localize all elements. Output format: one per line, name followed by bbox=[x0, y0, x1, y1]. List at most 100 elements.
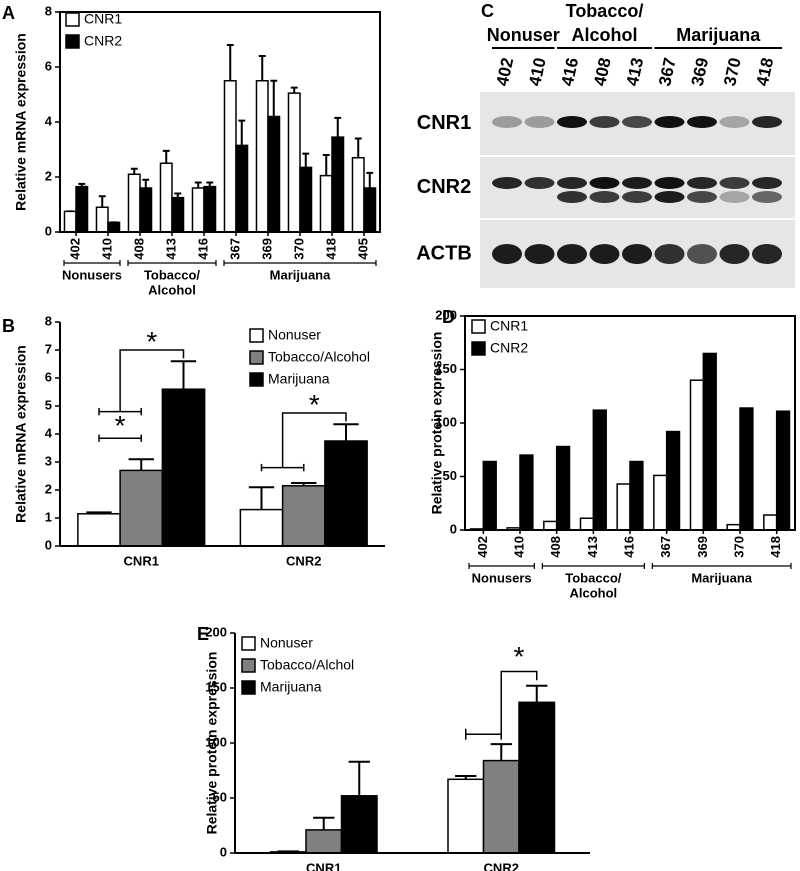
y-tick-label: 200 bbox=[205, 624, 227, 639]
x-tick-label: CNR1 bbox=[306, 860, 341, 871]
blot-band bbox=[752, 177, 782, 189]
y-axis-label: Relative mRNA expression bbox=[13, 345, 29, 523]
y-tick-label: 100 bbox=[205, 734, 227, 749]
group-label: Alcohol bbox=[572, 25, 638, 45]
group-label: Marijuana bbox=[676, 25, 761, 45]
y-tick-label: 50 bbox=[213, 789, 227, 804]
legend-swatch bbox=[65, 12, 80, 27]
bar bbox=[689, 379, 705, 531]
blot-band bbox=[719, 191, 750, 203]
blot-band bbox=[752, 116, 782, 128]
y-axis-label: Relative protein expression bbox=[429, 332, 445, 515]
bar bbox=[482, 460, 497, 531]
bar bbox=[351, 157, 365, 233]
y-tick-label: 8 bbox=[45, 313, 52, 328]
blot-band bbox=[622, 244, 652, 264]
lane-label: 418 bbox=[753, 56, 777, 88]
y-tick-label: 200 bbox=[435, 307, 457, 322]
row-label: CNR1 bbox=[417, 112, 471, 134]
x-tick-label: 405 bbox=[355, 238, 370, 260]
legend-label: Tobacco/Alchol bbox=[260, 657, 354, 673]
bar bbox=[555, 445, 571, 531]
bar bbox=[324, 440, 368, 547]
legend-label: Nonuser bbox=[268, 327, 321, 343]
blot-band bbox=[589, 177, 620, 189]
x-tick-label: 408 bbox=[548, 536, 563, 558]
bar bbox=[255, 80, 269, 233]
bar bbox=[75, 185, 89, 233]
bar bbox=[63, 210, 77, 233]
blot-band bbox=[719, 116, 750, 128]
group-label: Nonusers bbox=[62, 267, 122, 282]
y-tick-label: 150 bbox=[205, 679, 227, 694]
blot-band bbox=[524, 244, 555, 264]
legend-swatch bbox=[249, 328, 264, 343]
bar bbox=[629, 460, 644, 531]
bar bbox=[267, 115, 281, 233]
y-tick-label: 50 bbox=[443, 468, 457, 483]
lane-label: 370 bbox=[720, 56, 744, 88]
blot-band bbox=[492, 177, 522, 189]
blot-band bbox=[752, 191, 782, 203]
bar bbox=[161, 388, 206, 547]
lane-label: 369 bbox=[688, 56, 712, 88]
bar bbox=[763, 514, 778, 531]
bar bbox=[305, 829, 343, 854]
significance-star: * bbox=[115, 410, 126, 441]
significance-star: * bbox=[514, 641, 525, 672]
y-tick-label: 7 bbox=[45, 341, 52, 356]
y-tick-label: 0 bbox=[450, 521, 457, 536]
x-tick-label: 402 bbox=[475, 536, 490, 558]
plot-frame bbox=[59, 11, 381, 233]
bar bbox=[519, 454, 534, 531]
legend-label: CNR1 bbox=[490, 318, 528, 334]
blot-band bbox=[622, 177, 652, 189]
blot-band bbox=[557, 244, 587, 264]
x-tick-label: 418 bbox=[323, 238, 338, 260]
bar bbox=[543, 520, 558, 531]
significance-star: * bbox=[309, 389, 320, 420]
x-tick-label: 370 bbox=[731, 536, 746, 558]
blot-band bbox=[654, 116, 685, 128]
y-axis-label: Relative protein expression bbox=[204, 652, 220, 835]
y-tick-label: 3 bbox=[45, 453, 52, 468]
x-tick-label: CNR2 bbox=[286, 553, 321, 568]
y-tick-label: 0 bbox=[220, 844, 227, 859]
blot-band bbox=[524, 116, 555, 128]
x-tick-label: CNR1 bbox=[124, 553, 159, 568]
bar bbox=[518, 701, 556, 854]
y-tick-label: 0 bbox=[45, 537, 52, 552]
x-tick-label: 370 bbox=[291, 238, 306, 260]
x-tick-label: 416 bbox=[195, 238, 210, 260]
group-label: Tobacco/ bbox=[565, 570, 621, 585]
row-label: CNR2 bbox=[417, 176, 471, 198]
blot-band bbox=[622, 191, 652, 203]
bar bbox=[319, 174, 333, 233]
group-label: Alcohol bbox=[148, 282, 196, 297]
blot-band bbox=[557, 191, 587, 203]
lane-label: 408 bbox=[590, 56, 614, 88]
x-tick-label: 413 bbox=[163, 238, 178, 260]
y-tick-label: 4 bbox=[45, 425, 53, 440]
x-tick-label: 416 bbox=[621, 536, 636, 558]
y-tick-label: 0 bbox=[45, 223, 52, 238]
group-label: Nonusers bbox=[472, 570, 532, 585]
blot-band bbox=[622, 116, 652, 128]
significance-star: * bbox=[146, 326, 157, 357]
significance-bracket bbox=[281, 412, 347, 468]
significance-bracket bbox=[119, 349, 185, 412]
blot-band bbox=[589, 191, 620, 203]
x-tick-label: 408 bbox=[131, 238, 146, 260]
y-tick-label: 150 bbox=[435, 361, 457, 376]
bar bbox=[239, 508, 284, 547]
lane-label: 416 bbox=[558, 56, 582, 88]
x-tick-label: 369 bbox=[695, 536, 710, 558]
bar bbox=[139, 187, 153, 233]
legend-swatch bbox=[241, 680, 256, 695]
bar bbox=[223, 80, 237, 233]
bar bbox=[171, 196, 185, 233]
blot-band bbox=[687, 191, 717, 203]
panel-label: B bbox=[2, 316, 15, 336]
bar bbox=[159, 162, 173, 233]
y-tick-label: 2 bbox=[45, 168, 52, 183]
